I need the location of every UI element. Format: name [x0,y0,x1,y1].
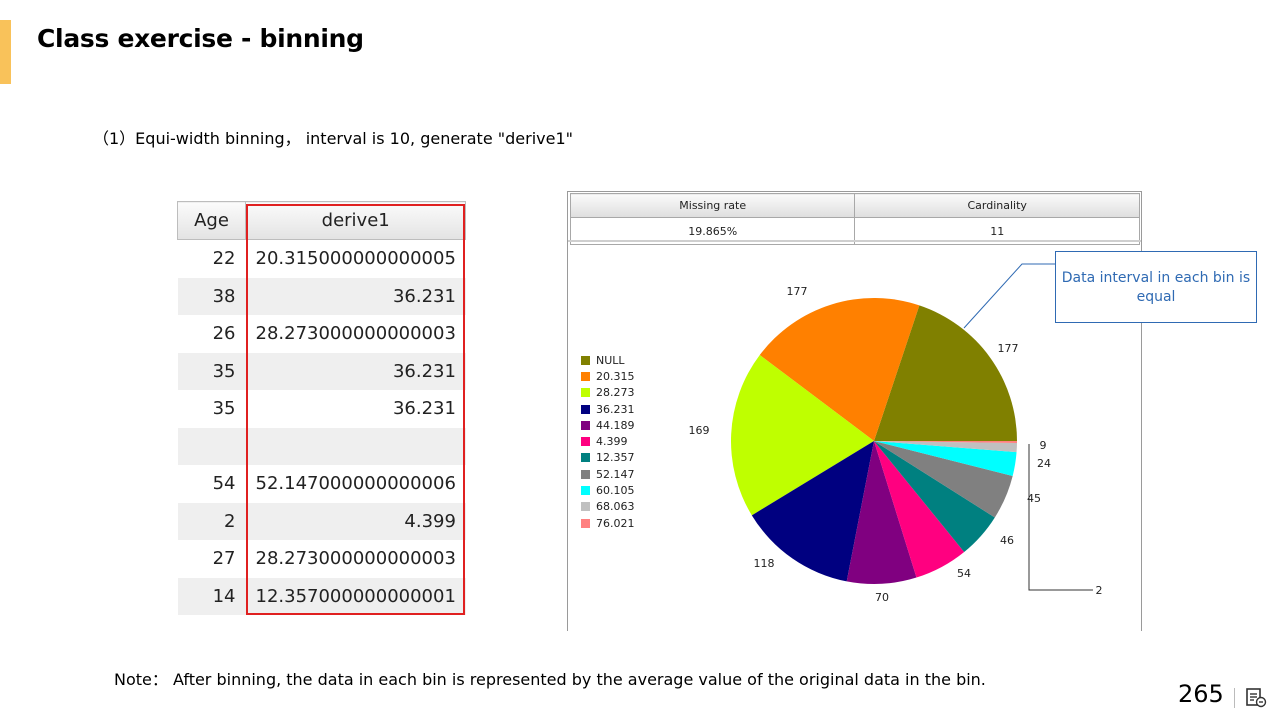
legend-item: 44.189 [581,417,635,433]
legend-item: 4.399 [581,433,635,449]
legend-swatch [581,453,590,463]
age-cell: 2 [177,502,246,540]
slide-title: Class exercise - binning [37,24,364,53]
table-row[interactable]: 38 36.231 [177,277,466,315]
table-row[interactable]: 26 28.273000000000003 [177,315,466,353]
instruction-text: （1）Equi-width binning， interval is 10, g… [93,129,573,148]
legend-item: 12.357 [581,450,635,466]
missing-rate-header[interactable]: Missing rate [569,193,856,218]
legend-swatch [581,469,590,479]
derive1-cell: 28.273000000000003 [245,315,466,353]
legend-label: 4.399 [596,435,628,449]
legend-swatch [581,388,590,398]
note-text: Note： After binning, the data in each bi… [114,670,986,689]
legend-label: 52.147 [596,467,635,481]
age-cell: 22 [177,239,246,278]
legend-label: 12.357 [596,451,635,465]
legend-label: 44.189 [596,418,635,432]
legend-label: NULL [596,353,625,367]
legend-item: 20.315 [581,368,635,384]
legend-swatch [581,420,590,430]
age-cell: 35 [177,352,246,390]
legend-item: 28.273 [581,385,635,401]
legend-swatch [581,502,590,512]
legend-item: NULL [581,352,635,368]
age-cell: 27 [177,540,246,578]
legend-item: 36.231 [581,401,635,417]
stats-table: Missing rate Cardinality 19.865% 11 [569,193,1140,245]
legend-item: 60.105 [581,482,635,498]
column-header-age[interactable]: Age [177,201,246,240]
page-number: 265 [1178,680,1224,708]
derive1-cell: 20.315000000000005 [245,239,466,278]
legend-label: 20.315 [596,369,635,383]
legend-swatch [581,371,590,381]
table-row[interactable]: 35 36.231 [177,352,466,390]
legend-swatch [581,437,590,447]
age-cell: 38 [177,277,246,315]
table-row[interactable]: 35 36.231 [177,390,466,428]
legend-swatch [581,486,590,496]
legend-item: 68.063 [581,499,635,515]
legend-label: 36.231 [596,402,635,416]
table-row[interactable]: 2 4.399 [177,502,466,540]
table-row[interactable]: 27 28.273000000000003 [177,540,466,578]
age-cell: 54 [177,465,246,503]
table-row[interactable]: 22 20.315000000000005 [177,239,466,278]
age-cell [177,427,246,465]
column-header-derive1[interactable]: derive1 [244,201,467,240]
callout-box: Data interval in each bin is equal [1055,251,1257,323]
derive1-cell: 4.399 [245,502,466,540]
pie-legend: NULL 20.315 28.273 36.231 44.189 4.399 12.357 5… [581,352,635,531]
legend-swatch [581,404,590,414]
table-header-row: Age derive1 [177,201,467,240]
derive1-cell [245,427,466,465]
legend-label: 28.273 [596,386,635,400]
age-cell: 35 [177,390,246,428]
table-row[interactable] [177,427,466,465]
derive1-cell: 36.231 [245,352,466,390]
stats-separator [568,240,1141,242]
legend-swatch [581,355,590,365]
table-row[interactable]: 54 52.147000000000006 [177,465,466,503]
notes-icon[interactable] [1245,686,1267,708]
derive1-cell: 28.273000000000003 [245,540,466,578]
derive1-cell: 36.231 [245,390,466,428]
derive1-cell: 12.357000000000001 [245,577,466,615]
legend-item: 76.021 [581,515,635,531]
legend-swatch [581,518,590,528]
legend-label: 60.105 [596,484,635,498]
legend-item: 52.147 [581,466,635,482]
data-table: Age derive1 22 20.315000000000005 38 36.23… [177,201,467,615]
table-row[interactable]: 14 12.357000000000001 [177,577,466,615]
legend-label: 76.021 [596,516,635,530]
page-separator [1234,688,1235,708]
legend-label: 68.063 [596,500,635,514]
title-accent-bar [0,20,11,84]
derive1-cell: 52.147000000000006 [245,465,466,503]
derive1-cell: 36.231 [245,277,466,315]
age-cell: 14 [177,577,246,615]
age-cell: 26 [177,315,246,353]
cardinality-header[interactable]: Cardinality [854,193,1140,218]
